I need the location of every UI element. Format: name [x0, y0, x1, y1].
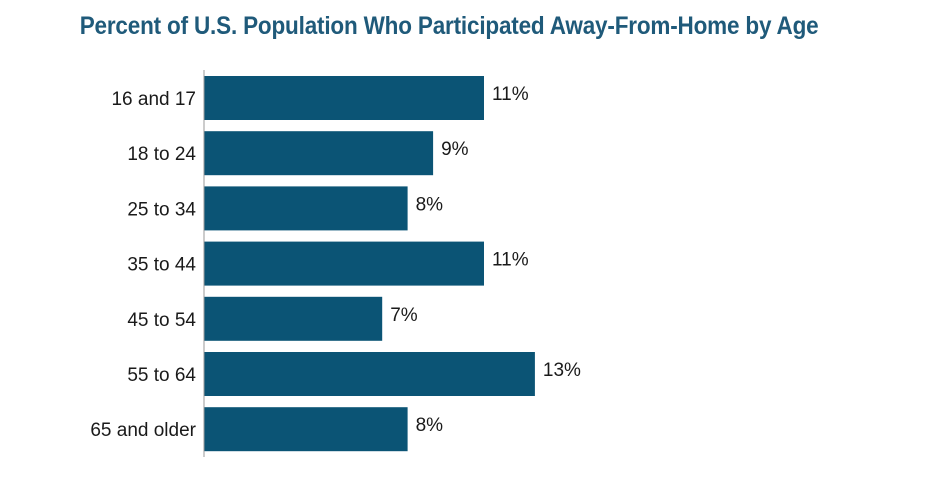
- value-label: 8%: [416, 194, 444, 215]
- chart-title: Percent of U.S. Population Who Participa…: [79, 12, 819, 40]
- bar-16-and-17: [204, 76, 484, 120]
- value-label: 11%: [492, 250, 529, 271]
- bar-45-to-54: [204, 296, 383, 341]
- category-label: 16 and 17: [111, 89, 196, 110]
- value-label: 7%: [390, 305, 418, 326]
- bar-18-to-24: [204, 131, 434, 176]
- value-label: 9%: [441, 139, 469, 160]
- bar-65-and-older: [204, 407, 408, 452]
- value-label: 8%: [416, 415, 444, 436]
- category-label: 35 to 44: [127, 255, 196, 276]
- value-label: 11%: [492, 84, 529, 105]
- value-label: 13%: [543, 360, 581, 381]
- category-label: 25 to 34: [127, 199, 196, 220]
- category-label: 18 to 24: [127, 144, 196, 165]
- category-label: 45 to 54: [127, 310, 196, 331]
- bar-55-to-64: [204, 352, 535, 396]
- bar-35-to-44: [204, 241, 484, 286]
- category-label: 55 to 64: [127, 365, 196, 386]
- bar-25-to-34: [204, 186, 408, 231]
- bars-layer: [204, 76, 535, 452]
- labels-layer: 16 and 17 11% 18 to 24 9% 25 to 34 8% 35 to 44…: [90, 84, 581, 441]
- category-label: 65 and older: [90, 420, 196, 441]
